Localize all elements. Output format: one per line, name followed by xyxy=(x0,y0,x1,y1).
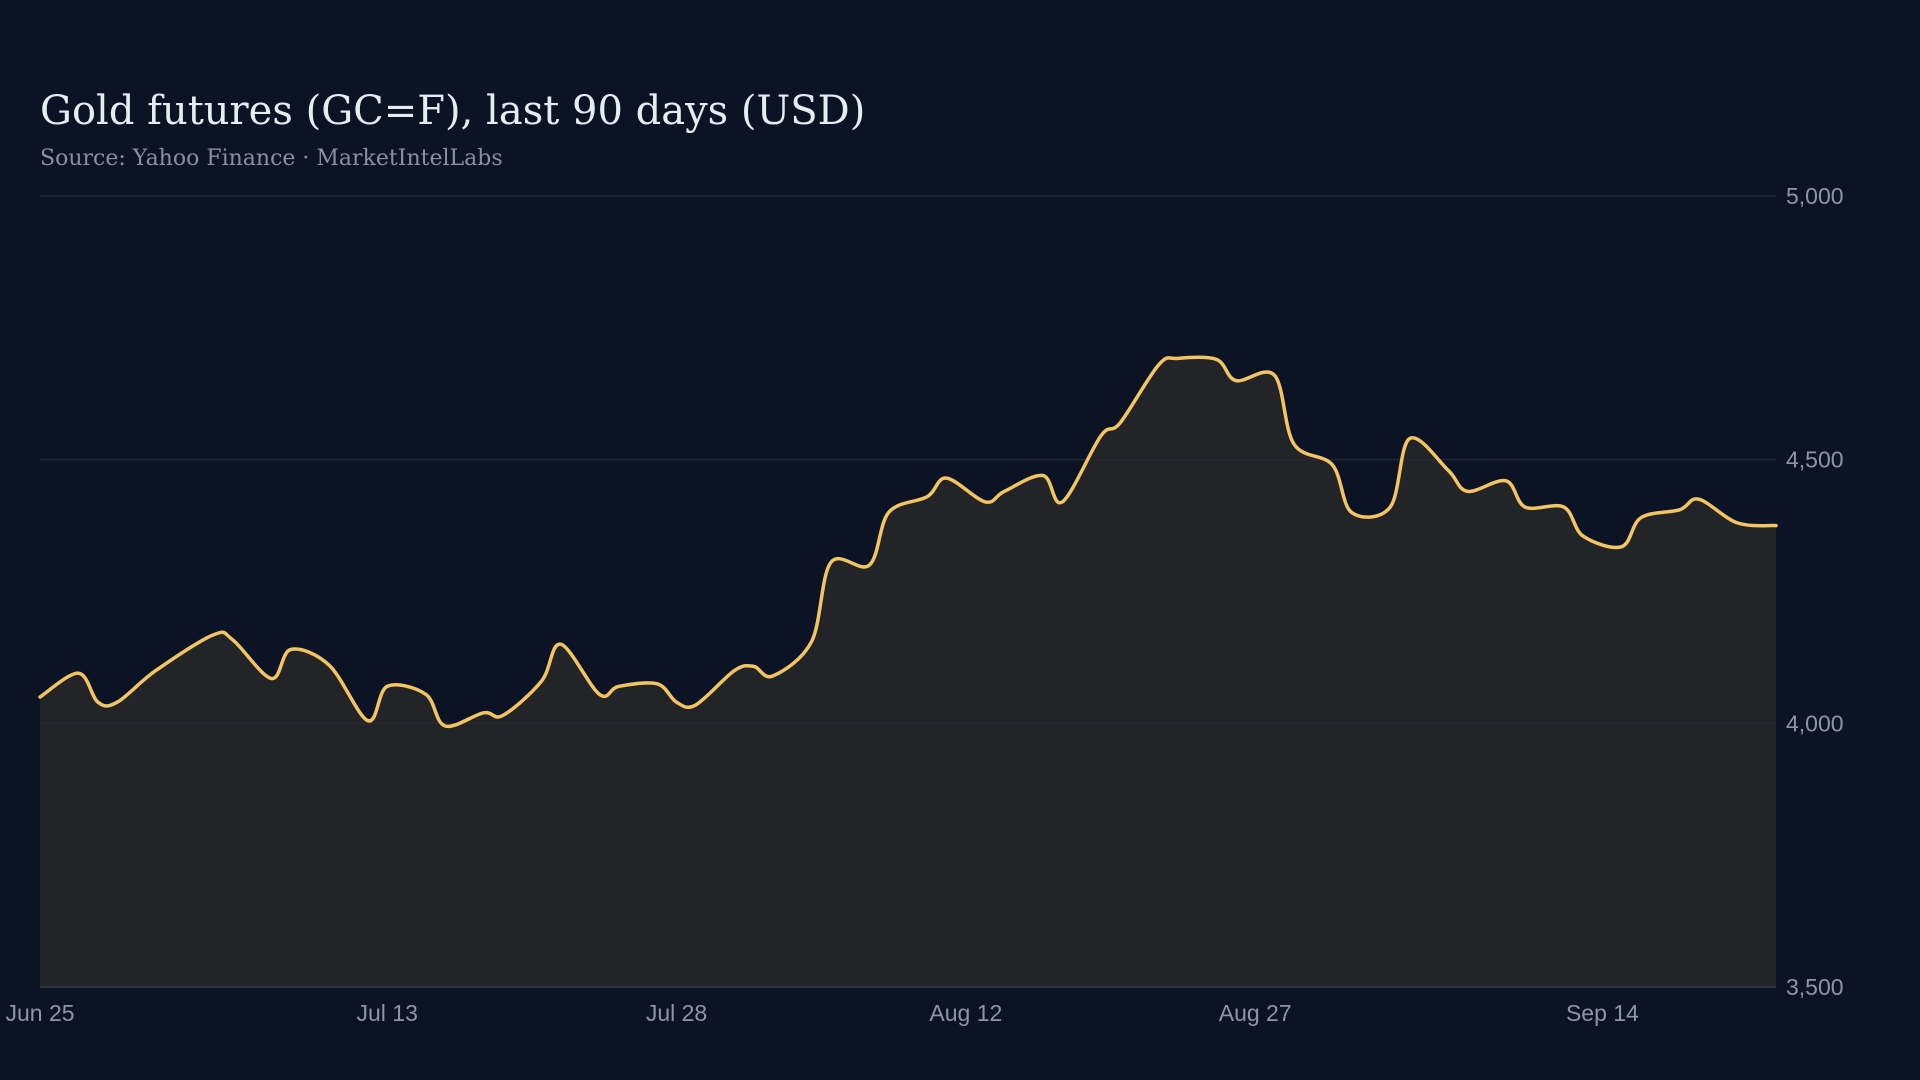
chart-subtitle: Source: Yahoo Finance · MarketIntelLabs xyxy=(40,146,503,171)
x-tick-label: Jul 13 xyxy=(357,1000,418,1026)
x-tick-label: Aug 12 xyxy=(929,1000,1002,1026)
x-tick-label: Aug 27 xyxy=(1219,1000,1292,1026)
x-tick-label: Sep 14 xyxy=(1566,1000,1639,1026)
area-fill xyxy=(40,357,1776,987)
y-tick-label: 3,500 xyxy=(1786,974,1844,1000)
x-tick-label: Jun 25 xyxy=(5,1000,74,1026)
x-tick-label: Jul 28 xyxy=(646,1000,707,1026)
chart-title: Gold futures (GC=F), last 90 days (USD) xyxy=(40,88,866,134)
y-tick-label: 5,000 xyxy=(1786,183,1844,209)
series-line xyxy=(38,355,1778,729)
y-tick-label: 4,000 xyxy=(1786,710,1844,736)
y-tick-label: 4,500 xyxy=(1786,447,1844,473)
